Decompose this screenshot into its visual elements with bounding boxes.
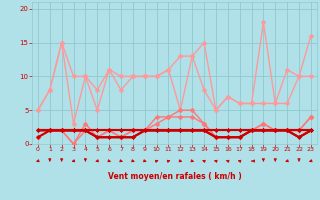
X-axis label: Vent moyen/en rafales ( km/h ): Vent moyen/en rafales ( km/h ) bbox=[108, 172, 241, 181]
